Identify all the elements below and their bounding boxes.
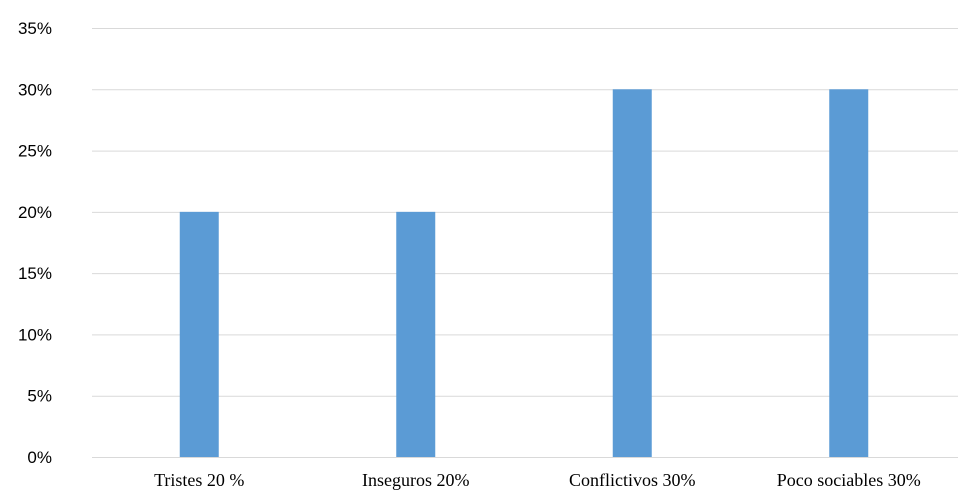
- bar: [179, 211, 219, 457]
- bars: [179, 89, 869, 458]
- bar: [612, 89, 652, 458]
- x-tick-label: Conflictivos 30%: [569, 470, 696, 490]
- x-tick-label: Inseguros 20%: [362, 470, 469, 490]
- y-axis-tick-labels: 0% 5% 10% 15% 20% 25% 30% 35%: [18, 19, 52, 467]
- y-tick-label: 30%: [18, 80, 52, 99]
- y-tick-label: 10%: [18, 325, 52, 344]
- y-tick-label: 25%: [18, 142, 52, 161]
- bar: [829, 89, 869, 458]
- y-tick-label: 20%: [18, 203, 52, 222]
- gridlines: [92, 28, 958, 397]
- x-tick-label: Tristes 20 %: [154, 470, 244, 490]
- x-axis-tick-labels: Tristes 20 % Inseguros 20% Conflictivos 30…: [154, 470, 921, 490]
- x-tick-label: Poco sociables 30%: [777, 470, 921, 490]
- y-tick-label: 0%: [27, 448, 52, 467]
- y-tick-label: 15%: [18, 264, 52, 283]
- y-tick-label: 35%: [18, 19, 52, 38]
- y-tick-label: 5%: [27, 387, 52, 406]
- bar: [396, 211, 436, 457]
